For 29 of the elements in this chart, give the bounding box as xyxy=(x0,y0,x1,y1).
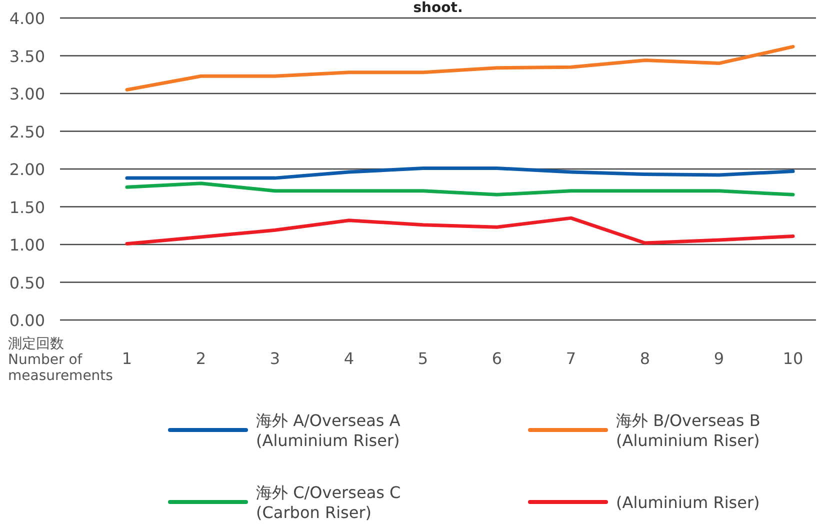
y-tick-label: 3.50 xyxy=(9,46,45,66)
x-tick-label: 6 xyxy=(492,349,502,368)
x-tick-label: 7 xyxy=(566,349,576,368)
legend-label: 海外 B/Overseas B (Aluminium Riser) xyxy=(616,411,760,450)
x-tick-label: 4 xyxy=(344,349,354,368)
x-tick-label: 10 xyxy=(782,349,804,368)
line-series xyxy=(125,216,795,246)
y-tick-label: 4.00 xyxy=(9,9,45,28)
x-tick-label: 8 xyxy=(640,349,650,368)
y-tick-label: 2.00 xyxy=(9,160,45,179)
chart-title: shoot. xyxy=(413,0,463,16)
line-series xyxy=(125,166,795,180)
y-tick-label: 0.00 xyxy=(9,311,45,330)
y-tick-label: 1.50 xyxy=(9,198,45,217)
y-tick-label: 1.00 xyxy=(9,236,45,254)
y-tick-label: 0.50 xyxy=(9,273,45,292)
x-tick-label: 3 xyxy=(270,349,280,368)
line-series xyxy=(125,182,795,196)
x-axis-title: 測定回数 Number of measurements xyxy=(8,336,113,384)
y-tick-label: 2.50 xyxy=(9,122,45,142)
x-tick-label: 1 xyxy=(122,349,132,368)
x-tick-label: 2 xyxy=(196,349,206,368)
legend-label: (Aluminium Riser) xyxy=(616,493,760,512)
line-series xyxy=(125,44,795,92)
y-tick-label: 3.00 xyxy=(9,84,45,104)
legend-label: 海外 A/Overseas A (Aluminium Riser) xyxy=(256,411,400,450)
x-tick-label: 9 xyxy=(714,349,724,368)
legend-label: 海外 C/Overseas C (Carbon Riser) xyxy=(256,483,401,522)
x-tick-label: 5 xyxy=(418,349,428,368)
